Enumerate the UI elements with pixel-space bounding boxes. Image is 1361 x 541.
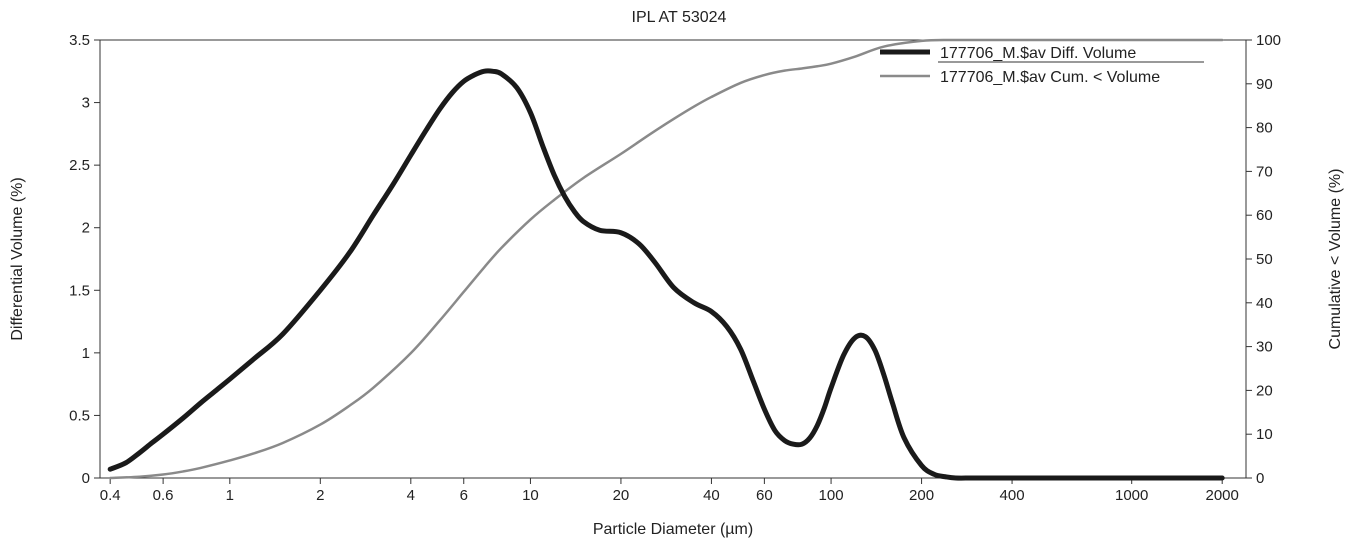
y-tick-label: 3.5 xyxy=(69,32,90,49)
y2-tick-label: 40 xyxy=(1256,295,1273,312)
legend-label-cum-volume: 177706_M.$av Cum. < Volume xyxy=(940,69,1160,86)
y2-axis-ticks: 0 10 20 30 40 50 60 70 80 90 100 xyxy=(1246,32,1281,487)
y2-axis-title: Cumulative < Volume (%) xyxy=(1327,169,1344,350)
x-tick-label: 40 xyxy=(703,487,720,504)
series-line-cum-volume xyxy=(108,38,1224,480)
x-tick-label: 1000 xyxy=(1115,487,1148,504)
y-tick-label: 0.5 xyxy=(69,407,90,424)
y2-tick-label: 0 xyxy=(1256,470,1264,487)
x-tick-label: 60 xyxy=(756,487,773,504)
x-tick-label: 6 xyxy=(460,487,468,504)
x-tick-label: 20 xyxy=(613,487,630,504)
y-tick-label: 2 xyxy=(82,220,90,237)
x-tick-label: 4 xyxy=(407,487,415,504)
x-tick-label: 200 xyxy=(909,487,934,504)
x-tick-label: 1 xyxy=(226,487,234,504)
y-tick-label: 1.5 xyxy=(69,282,90,299)
y2-tick-label: 100 xyxy=(1256,32,1281,49)
series-layer xyxy=(107,38,1225,481)
x-tick-label: 100 xyxy=(819,487,844,504)
x-axis-ticks: 0.4 0.6 1 2 4 6 10 20 40 60 100 200 400 1000 2000 xyxy=(100,478,1239,504)
legend-label-diff-volume: 177706_M.$av Diff. Volume xyxy=(940,45,1136,62)
x-tick-label: 400 xyxy=(1000,487,1025,504)
y-tick-label: 3 xyxy=(82,95,90,112)
y-tick-label: 1 xyxy=(82,345,90,362)
x-tick-label: 0.6 xyxy=(153,487,174,504)
series-line-diff-volume xyxy=(107,68,1225,481)
y2-tick-label: 60 xyxy=(1256,207,1273,224)
y-tick-label: 2.5 xyxy=(69,157,90,174)
x-axis-title: Particle Diameter (µm) xyxy=(593,521,753,538)
y-tick-label: 0 xyxy=(82,470,90,487)
x-tick-label: 10 xyxy=(522,487,539,504)
x-tick-label: 2000 xyxy=(1206,487,1239,504)
legend: 177706_M.$av Diff. Volume 177706_M.$av C… xyxy=(880,45,1204,86)
y-axis-title: Differential Volume (%) xyxy=(9,177,26,340)
plot-frame xyxy=(99,39,1247,479)
y2-tick-label: 90 xyxy=(1256,76,1273,93)
y2-tick-label: 50 xyxy=(1256,251,1273,268)
y2-tick-label: 20 xyxy=(1256,382,1273,399)
y2-tick-label: 30 xyxy=(1256,339,1273,356)
y2-tick-label: 80 xyxy=(1256,120,1273,137)
y-axis-ticks: 0 0.5 1 1.5 2 2.5 3 3.5 xyxy=(69,32,100,487)
x-tick-label: 0.4 xyxy=(100,487,121,504)
x-tick-label: 2 xyxy=(316,487,324,504)
y2-tick-label: 10 xyxy=(1256,426,1273,443)
chart-title: IPL AT 53024 xyxy=(632,9,727,26)
y2-tick-label: 70 xyxy=(1256,163,1273,180)
